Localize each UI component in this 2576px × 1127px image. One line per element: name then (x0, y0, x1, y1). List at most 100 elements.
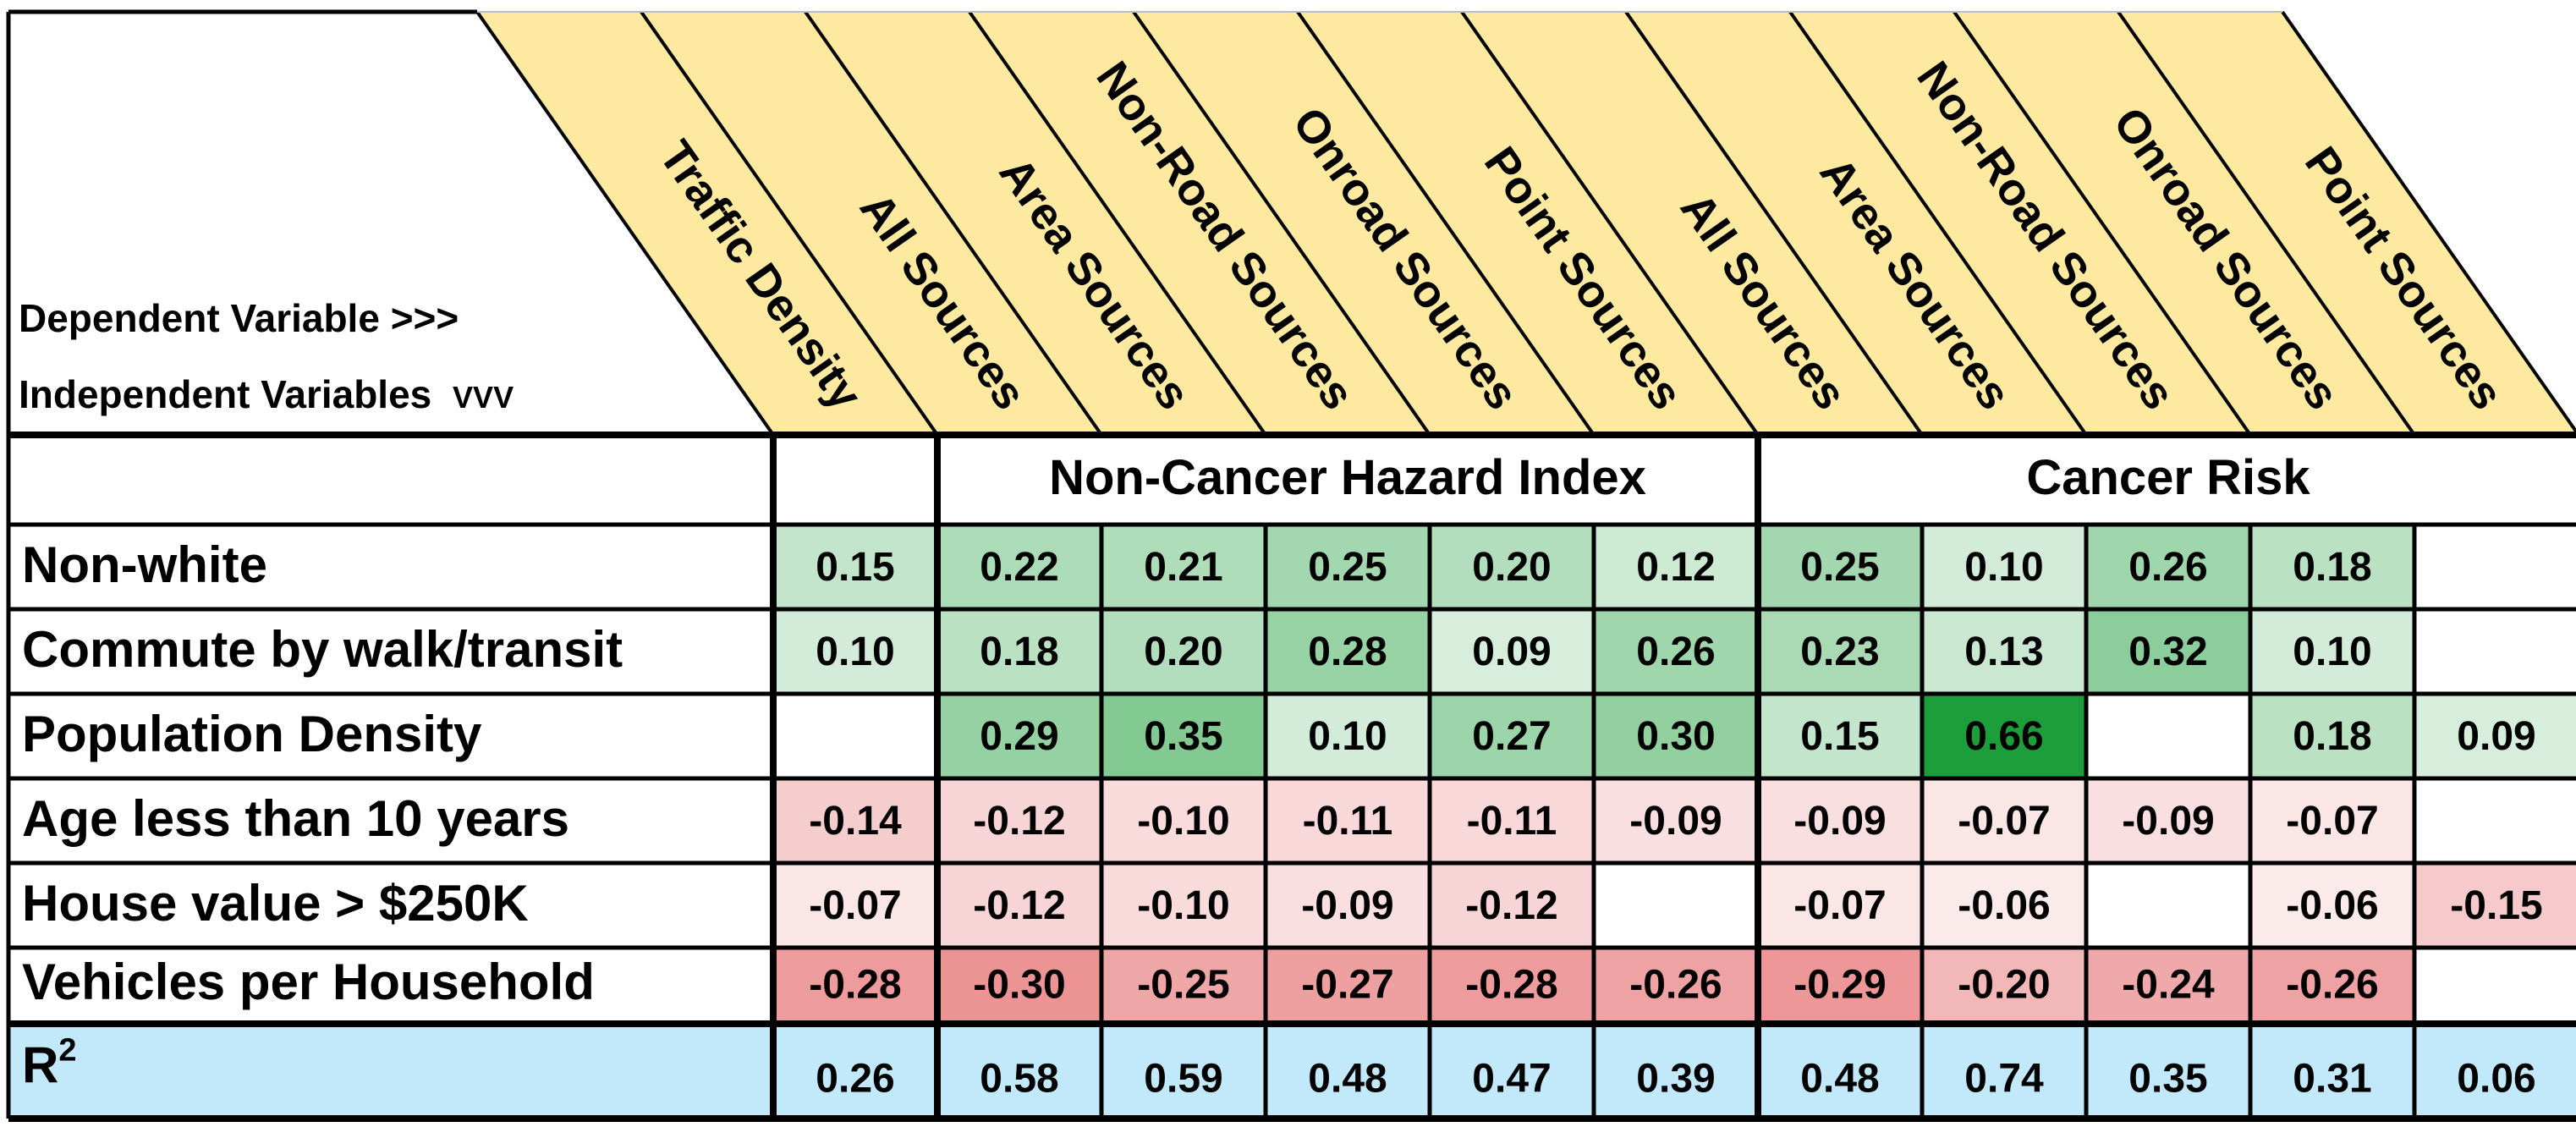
cell-3-0 (773, 778, 937, 863)
cell-3-5 (1594, 778, 1758, 863)
cell-2-5 (1594, 694, 1758, 778)
cell-value-0-4: 0.20 (1472, 545, 1551, 590)
cell-3-9 (2250, 778, 2414, 863)
cell-value-3-6: -0.09 (1793, 799, 1886, 844)
cell-1-9 (2250, 609, 2414, 694)
cell-value-5-5: -0.26 (1629, 962, 1722, 1007)
cell-value-1-0: 0.10 (816, 629, 894, 674)
r2-value-9: 0.31 (2293, 1057, 2371, 1102)
header-cell-0 (477, 12, 937, 435)
cell-value-2-9: 0.18 (2293, 714, 2371, 759)
cell-4-2 (1101, 863, 1266, 948)
cell-value-4-7: -0.06 (1958, 883, 2050, 928)
cell-value-5-3: -0.27 (1301, 962, 1393, 1007)
cell-value-3-7: -0.07 (1958, 799, 2050, 844)
cell-value-2-4: 0.27 (1472, 714, 1551, 759)
cell-5-9 (2250, 948, 2414, 1024)
r2-value-4: 0.47 (1472, 1057, 1551, 1102)
cell-5-4 (1430, 948, 1594, 1024)
cell-value-0-3: 0.25 (1308, 545, 1387, 590)
cell-1-5 (1594, 609, 1758, 694)
cell-value-0-9: 0.18 (2293, 545, 2371, 590)
cell-5-2 (1101, 948, 1266, 1024)
cell-1-2 (1101, 609, 1266, 694)
cell-value-2-5: 0.30 (1636, 714, 1715, 759)
cell-value-4-0: -0.07 (809, 883, 901, 928)
r2-value-5: 0.39 (1636, 1057, 1715, 1102)
cell-value-3-8: -0.09 (2122, 799, 2214, 844)
header-divider (1132, 10, 1431, 437)
cell-2-1 (937, 694, 1101, 778)
cell-value-3-4: -0.11 (1467, 799, 1557, 844)
cell-3-1 (937, 778, 1101, 863)
cell-value-1-8: 0.32 (2128, 629, 2207, 674)
cell-5-5 (1594, 948, 1758, 1024)
cell-value-0-2: 0.21 (1144, 545, 1222, 590)
header-divider (2117, 10, 2416, 437)
header-cell-1 (641, 12, 1101, 435)
cell-3-10 (2414, 778, 2576, 863)
cell-value-2-3: 0.10 (1308, 714, 1387, 759)
cell-1-6 (1758, 609, 1922, 694)
cell-value-3-3: -0.11 (1303, 799, 1393, 844)
cell-value-3-2: -0.10 (1137, 799, 1229, 844)
cell-0-4 (1430, 525, 1594, 609)
cell-4-4 (1430, 863, 1594, 948)
cell-value-4-9: -0.06 (2286, 883, 2378, 928)
cell-0-7 (1922, 525, 2086, 609)
cell-value-4-3: -0.09 (1301, 883, 1393, 928)
group-label-cancer: Cancer Risk (2026, 450, 2310, 505)
cell-0-0 (773, 525, 937, 609)
cell-5-1 (937, 948, 1101, 1024)
cell-3-7 (1922, 778, 2086, 863)
header-cell-9 (1954, 12, 2414, 435)
header-divider (2281, 10, 2576, 435)
cell-1-7 (1922, 609, 2086, 694)
cell-value-0-0: 0.15 (816, 545, 894, 590)
cell-5-10 (2414, 948, 2576, 1024)
cell-3-6 (1758, 778, 1922, 863)
cell-5-3 (1266, 948, 1430, 1024)
header-cell-4 (1134, 12, 1594, 435)
header-cell-6 (1462, 12, 1922, 435)
row-label-4: House value > $250K (22, 875, 529, 932)
cell-value-4-6: -0.07 (1793, 883, 1886, 928)
cell-4-10 (2414, 863, 2576, 948)
cell-value-5-8: -0.24 (2122, 962, 2215, 1007)
r2-label-base: R (22, 1036, 58, 1093)
cell-0-8 (2086, 525, 2250, 609)
cell-value-5-6: -0.29 (1793, 962, 1886, 1007)
cell-2-4 (1430, 694, 1594, 778)
cell-2-10 (2414, 694, 2576, 778)
r2-value-3: 0.48 (1308, 1057, 1387, 1102)
cell-3-3 (1266, 778, 1430, 863)
cell-4-5 (1594, 863, 1758, 948)
cell-value-4-10: -0.15 (2450, 883, 2542, 928)
header-divider (1296, 10, 1596, 437)
r2-label: R2 (22, 1032, 76, 1093)
cell-value-1-5: 0.26 (1636, 629, 1715, 674)
cell-2-8 (2086, 694, 2250, 778)
r2-value-6: 0.48 (1800, 1057, 1879, 1102)
r2-value-2: 0.59 (1144, 1057, 1222, 1102)
cell-value-1-7: 0.13 (1964, 629, 2043, 674)
cell-4-1 (937, 863, 1101, 948)
dependent-variable-label: Dependent Variable >>> (19, 296, 459, 340)
cell-0-10 (2414, 525, 2576, 609)
cell-5-0 (773, 948, 937, 1024)
cell-value-1-9: 0.10 (2293, 629, 2371, 674)
row-label-5: Vehicles per Household (22, 954, 595, 1010)
header-divider (1624, 10, 1924, 437)
cell-value-2-2: 0.35 (1144, 714, 1222, 759)
header-divider (804, 10, 1103, 437)
cell-1-8 (2086, 609, 2250, 694)
cell-value-2-10: 0.09 (2457, 714, 2535, 759)
cell-value-1-6: 0.23 (1800, 629, 1879, 674)
cell-value-4-1: -0.12 (973, 883, 1065, 928)
independent-variables-label: Independent Variables VVV (19, 372, 514, 416)
header-cell-5 (1298, 12, 1758, 435)
cell-1-4 (1430, 609, 1594, 694)
cell-value-0-7: 0.10 (1964, 545, 2043, 590)
cell-3-2 (1101, 778, 1266, 863)
